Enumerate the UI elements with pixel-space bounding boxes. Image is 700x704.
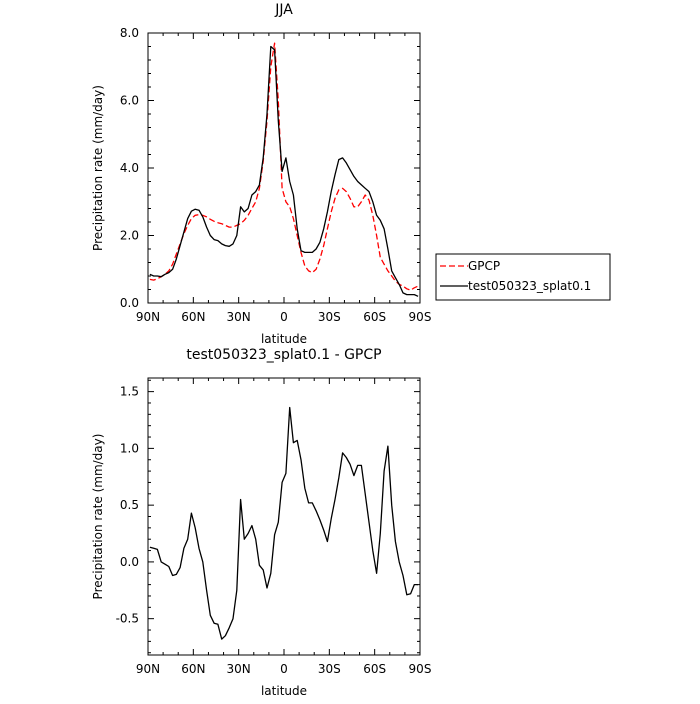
top-x-tick-label: 90S [409, 310, 432, 324]
top-test050323-splat0-1-series-line [149, 45, 419, 297]
bottom-chart-title: test050323_splat0.1 - GPCP [186, 347, 381, 363]
top-plot-frame [147, 32, 421, 304]
top-y-tick-label: 2.0 [120, 229, 139, 243]
legend-label: test050323_splat0.1 [468, 279, 591, 293]
bottom-difference-series-line [149, 406, 419, 640]
top-x-tick-label: 90N [136, 310, 160, 324]
bottom-x-tick-label: 60S [363, 662, 386, 676]
top-x-tick-label: 60N [181, 310, 205, 324]
bottom-y-tick-label: 1.0 [120, 441, 139, 455]
top-y-tick-label: 8.0 [120, 26, 139, 40]
top-x-tick-label: 30S [318, 310, 341, 324]
bottom-x-tick-label: 60N [181, 662, 205, 676]
bottom-x-tick-label: 90N [136, 662, 160, 676]
top-chart-title: JJA [274, 2, 293, 18]
top-y-tick-label: 6.0 [120, 94, 139, 108]
top-y-tick-label: 4.0 [120, 161, 139, 175]
bottom-y-tick-label: -0.5 [116, 612, 139, 626]
top-y-axis-label: Precipitation rate (mm/day) [91, 85, 105, 251]
bottom-x-tick-label: 30N [227, 662, 251, 676]
legend-box [435, 253, 611, 301]
bottom-plot-frame [147, 377, 421, 656]
top-y-tick-label: 0.0 [120, 296, 139, 310]
bottom-x-axis-label: latitude [261, 684, 307, 698]
top-gpcp-series-line [149, 42, 419, 291]
bottom-y-tick-label: 0.5 [120, 498, 139, 512]
bottom-y-tick-label: 1.5 [120, 385, 139, 399]
bottom-y-axis-label: Precipitation rate (mm/day) [91, 434, 105, 600]
bottom-x-tick-label: 0 [280, 662, 288, 676]
bottom-y-tick-label: 0.0 [120, 555, 139, 569]
bottom-x-tick-label: 90S [409, 662, 432, 676]
top-x-tick-label: 60S [363, 310, 386, 324]
legend-label: GPCP [468, 259, 500, 273]
top-x-tick-label: 0 [280, 310, 288, 324]
top-x-tick-label: 30N [227, 310, 251, 324]
top-x-axis-label: latitude [261, 332, 307, 346]
bottom-x-tick-label: 30S [318, 662, 341, 676]
